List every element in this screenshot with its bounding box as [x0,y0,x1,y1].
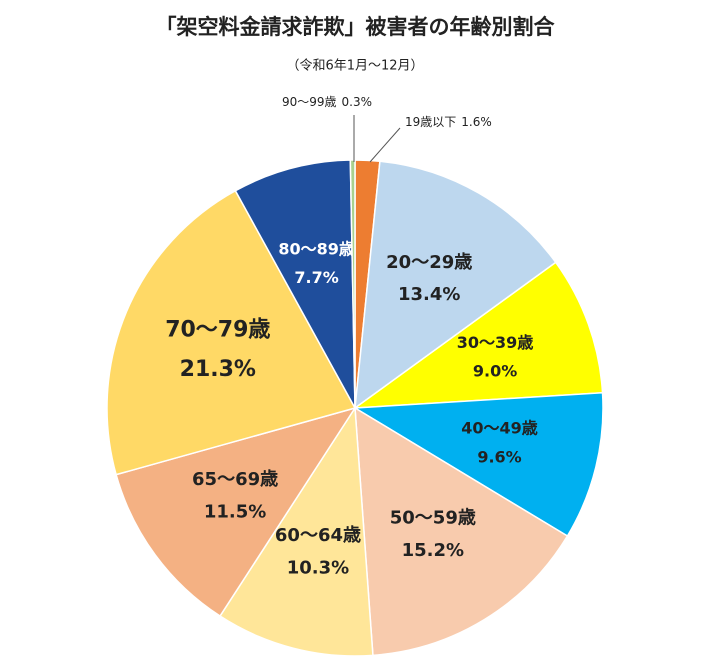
value-label: 0.3% [342,95,373,109]
chart-subtitle: （令和6年1月～12月） [286,59,423,74]
pie-slice [349,159,356,409]
value-label: 9.6% [477,447,521,466]
slice-label: 19歳以下 1.6% [405,115,492,129]
pie-slice [354,406,569,657]
category-label: 80～89歳 [278,239,355,258]
category-label: 50～59歳 [390,508,476,529]
value-label: 11.5% [204,501,266,522]
value-label: 15.2% [402,540,464,561]
category-label: 65～69歳 [192,469,278,490]
pie-slice [218,405,374,657]
pie-slice [352,392,604,538]
pie-slice [115,406,357,618]
pie-slice [234,159,356,409]
pie-slice [354,160,557,410]
chart-title: 「架空料金請求詐欺」被害者の年齢別割合 [156,15,556,39]
category-label: 70～79歳 [165,318,270,343]
slice-label: 90～99歳 0.3% [282,95,372,109]
category-label: 30～39歳 [457,333,534,352]
value-label: 10.3% [287,557,349,578]
category-label: 90～99歳 [282,95,337,109]
pie-slice [352,261,604,409]
value-label: 7.7% [294,268,338,287]
category-label: 20～29歳 [386,252,472,273]
leader-line [369,127,401,163]
value-label: 21.3% [180,357,256,382]
pie-slice [106,189,357,476]
value-label: 9.0% [473,362,517,381]
category-label: 19歳以下 [405,115,456,129]
value-label: 13.4% [398,284,460,305]
value-label: 1.6% [461,115,492,129]
category-label: 40～49歳 [461,419,538,438]
category-label: 60～64歳 [275,525,361,546]
